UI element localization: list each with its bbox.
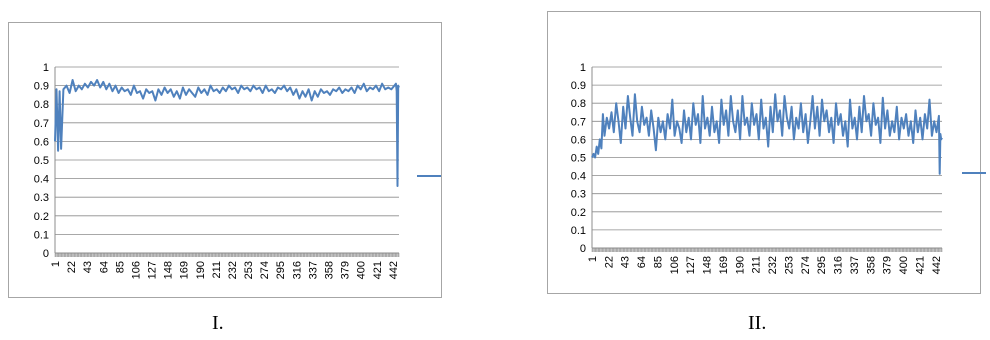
x-tick-label: 85 <box>652 256 664 268</box>
chart-panel-2: 0 0.1 0.2 0.3 0.4 0.5 0.6 0.7 0.8 0.9 1 1 22 43 64 85 10… <box>547 11 986 294</box>
x-tick-label: 421 <box>372 261 384 279</box>
x-tick-marks <box>591 248 943 252</box>
y-tick-label: 1 <box>43 62 49 74</box>
figure-caption-2: II. <box>748 312 767 334</box>
series-line <box>591 93 943 175</box>
series-line <box>54 79 400 187</box>
y-tick-label: 1 <box>580 62 586 74</box>
x-tick-label: 1 <box>587 256 599 262</box>
x-tick-label: 64 <box>636 256 648 268</box>
y-tick-label: 0 <box>43 248 49 260</box>
line-chart-1: 0 0.1 0.2 0.3 0.4 0.5 0.6 0.7 0.8 0.9 1 1 22 43 64 85 10… <box>34 62 441 279</box>
y-tick-label: 0.5 <box>571 153 586 165</box>
x-tick-label: 190 <box>195 261 207 279</box>
x-tick-label: 421 <box>914 256 926 274</box>
y-tick-label: 0.7 <box>571 116 586 128</box>
y-tick-label: 0.2 <box>571 207 586 219</box>
chart-panel-1: 0 0.1 0.2 0.3 0.4 0.5 0.6 0.7 0.8 0.9 1 1 22 43 64 85 10… <box>8 22 442 298</box>
x-tick-label: 148 <box>163 261 175 279</box>
y-tick-label: 0.8 <box>34 99 49 111</box>
line-chart-2: 0 0.1 0.2 0.3 0.4 0.5 0.6 0.7 0.8 0.9 1 1 22 43 64 85 10… <box>571 62 986 274</box>
x-tick-label: 127 <box>147 261 159 279</box>
y-tick-label: 0.2 <box>34 211 49 223</box>
x-tick-label: 400 <box>898 256 910 274</box>
x-tick-label: 106 <box>130 261 142 279</box>
x-tick-label: 232 <box>767 256 779 274</box>
figure-caption-1: I. <box>212 312 224 334</box>
x-tick-label: 316 <box>291 261 303 279</box>
y-tick-label: 0.3 <box>571 189 586 201</box>
x-tick-label: 169 <box>179 261 191 279</box>
x-tick-label: 295 <box>275 261 287 279</box>
x-tick-label: 442 <box>388 261 400 279</box>
x-tick-label: 337 <box>307 261 319 279</box>
y-tick-label: 0 <box>580 243 586 255</box>
x-tick-label: 232 <box>227 261 239 279</box>
x-tick-marks <box>54 253 400 257</box>
x-tick-label: 295 <box>816 256 828 274</box>
x-tick-label: 1 <box>50 261 62 267</box>
y-tick-label: 0.9 <box>34 81 49 93</box>
y-tick-label: 0.6 <box>34 136 49 148</box>
x-tick-label: 253 <box>783 256 795 274</box>
x-tick-label: 148 <box>702 256 714 274</box>
y-tick-label: 0.1 <box>571 225 586 237</box>
x-tick-label: 400 <box>356 261 368 279</box>
x-tick-label: 442 <box>931 256 943 274</box>
y-tick-label: 0.4 <box>571 171 586 183</box>
x-tick-label: 274 <box>800 256 812 274</box>
y-tick-label: 0.1 <box>34 229 49 241</box>
x-tick-label: 43 <box>620 256 632 268</box>
x-tick-label: 358 <box>865 256 877 274</box>
x-tick-label: 253 <box>243 261 255 279</box>
x-tick-label: 358 <box>324 261 336 279</box>
y-tick-label: 0.8 <box>571 98 586 110</box>
x-tick-label: 127 <box>685 256 697 274</box>
y-tick-label: 0.7 <box>34 118 49 130</box>
y-tick-label: 0.9 <box>571 80 586 92</box>
x-tick-label: 316 <box>833 256 845 274</box>
x-tick-label: 274 <box>259 261 271 279</box>
y-tick-label: 0.4 <box>34 174 49 186</box>
x-tick-label: 64 <box>98 261 110 273</box>
x-tick-label: 379 <box>882 256 894 274</box>
x-tick-label: 379 <box>340 261 352 279</box>
x-tick-label: 190 <box>734 256 746 274</box>
x-tick-label: 22 <box>66 261 78 273</box>
x-tick-label: 22 <box>603 256 615 268</box>
x-tick-label: 85 <box>114 261 126 273</box>
x-tick-label: 43 <box>82 261 94 273</box>
x-tick-label: 169 <box>718 256 730 274</box>
x-tick-label: 337 <box>849 256 861 274</box>
y-tick-label: 0.3 <box>34 192 49 204</box>
x-tick-label: 211 <box>211 261 223 279</box>
y-tick-label: 0.6 <box>571 134 586 146</box>
y-tick-label: 0.5 <box>34 155 49 167</box>
x-tick-label: 211 <box>751 256 763 274</box>
x-tick-label: 106 <box>669 256 681 274</box>
